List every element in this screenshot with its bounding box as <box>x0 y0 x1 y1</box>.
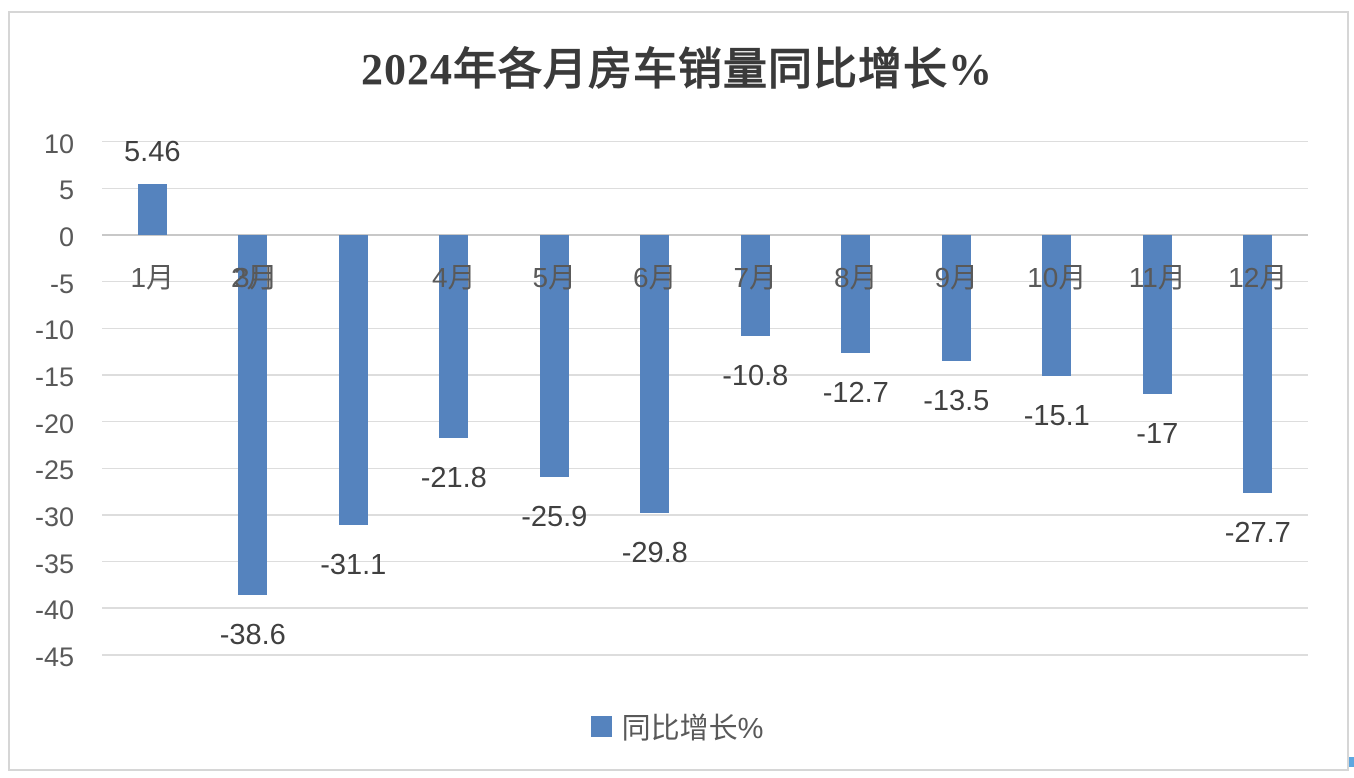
data-label-month-8: -12.7 <box>822 377 889 410</box>
gridline <box>102 187 1308 190</box>
x-axis-label-month-9: 9月 <box>934 262 979 293</box>
x-axis-label-month-12: 12月 <box>1228 262 1288 293</box>
bar-month-4 <box>439 235 469 439</box>
x-axis-label-month-1: 1月 <box>130 262 175 293</box>
data-label-month-7: -10.8 <box>722 359 789 392</box>
y-axis-tick-label: -40 <box>34 595 74 626</box>
bar-month-1 <box>137 184 167 235</box>
bar-month-6 <box>640 235 670 514</box>
zero-gridline <box>102 234 1308 236</box>
bar-month-10 <box>1042 235 1072 376</box>
gridline <box>102 654 1308 656</box>
gridline <box>102 374 1308 376</box>
gridline <box>102 140 1308 143</box>
bar-month-9 <box>941 235 971 361</box>
bar-month-7 <box>740 235 770 336</box>
data-label-month-9: -13.5 <box>923 384 990 417</box>
gridline <box>102 560 1308 563</box>
chart-title: 2024年各月房车销量同比增长% <box>361 45 993 94</box>
x-axis-label-month-11: 11月 <box>1128 262 1186 293</box>
bar-month-5 <box>539 235 569 477</box>
data-label-month-3: -31.1 <box>320 549 387 582</box>
bar-month-8 <box>841 235 871 354</box>
x-axis-label-month-5: 5月 <box>532 262 577 293</box>
y-axis-tick-label: 5 <box>58 175 74 206</box>
gridline <box>102 514 1308 516</box>
x-axis-label-month-7: 7月 <box>733 262 778 293</box>
legend: 同比增长% <box>0 711 1354 745</box>
data-label-month-1: 5.46 <box>124 136 181 169</box>
x-axis-label-month-10: 10月 <box>1027 262 1087 293</box>
gridline <box>102 327 1308 330</box>
bar-month-3 <box>338 235 368 526</box>
data-label-month-12: -27.7 <box>1224 517 1291 550</box>
x-axis-label-month-4: 4月 <box>431 262 476 293</box>
bar-month-2 <box>238 235 268 596</box>
data-label-month-11: -17 <box>1136 417 1179 450</box>
x-axis-label-month-6: 6月 <box>632 262 677 293</box>
y-axis-tick-label: -20 <box>34 408 74 439</box>
data-label-month-4: -21.8 <box>420 462 487 495</box>
y-axis-tick-label: -45 <box>34 641 74 672</box>
y-axis-tick-label: -30 <box>34 501 74 532</box>
chart-border-frame <box>8 11 1349 771</box>
y-axis-tick-label: -5 <box>49 268 74 299</box>
bar-month-12 <box>1243 235 1273 494</box>
gridline <box>102 280 1308 283</box>
x-axis-label-month-2: 2月 <box>230 262 275 293</box>
gridline <box>102 420 1308 423</box>
gridline <box>102 607 1308 609</box>
corner-artifact <box>1349 757 1354 767</box>
data-label-month-2: -38.6 <box>219 619 286 652</box>
y-axis-tick-label: -35 <box>34 548 74 579</box>
legend-label: 同比增长% <box>621 713 764 745</box>
legend-swatch-icon <box>590 715 612 737</box>
x-axis-label-month-8: 8月 <box>833 262 878 293</box>
x-axis-label-month-3: 3月 <box>233 262 278 293</box>
y-axis-tick-label: -15 <box>34 361 74 392</box>
y-axis-tick-label: -25 <box>34 455 74 486</box>
data-label-month-5: -25.9 <box>521 500 588 533</box>
y-axis-tick-label: -10 <box>34 315 74 346</box>
bar-month-11 <box>1142 235 1172 394</box>
data-label-month-10: -15.1 <box>1023 399 1090 432</box>
gridline <box>102 467 1308 469</box>
y-axis-tick-label: 0 <box>58 222 74 252</box>
y-axis-tick-label: 10 <box>43 128 74 159</box>
data-label-month-6: -29.8 <box>621 537 688 570</box>
